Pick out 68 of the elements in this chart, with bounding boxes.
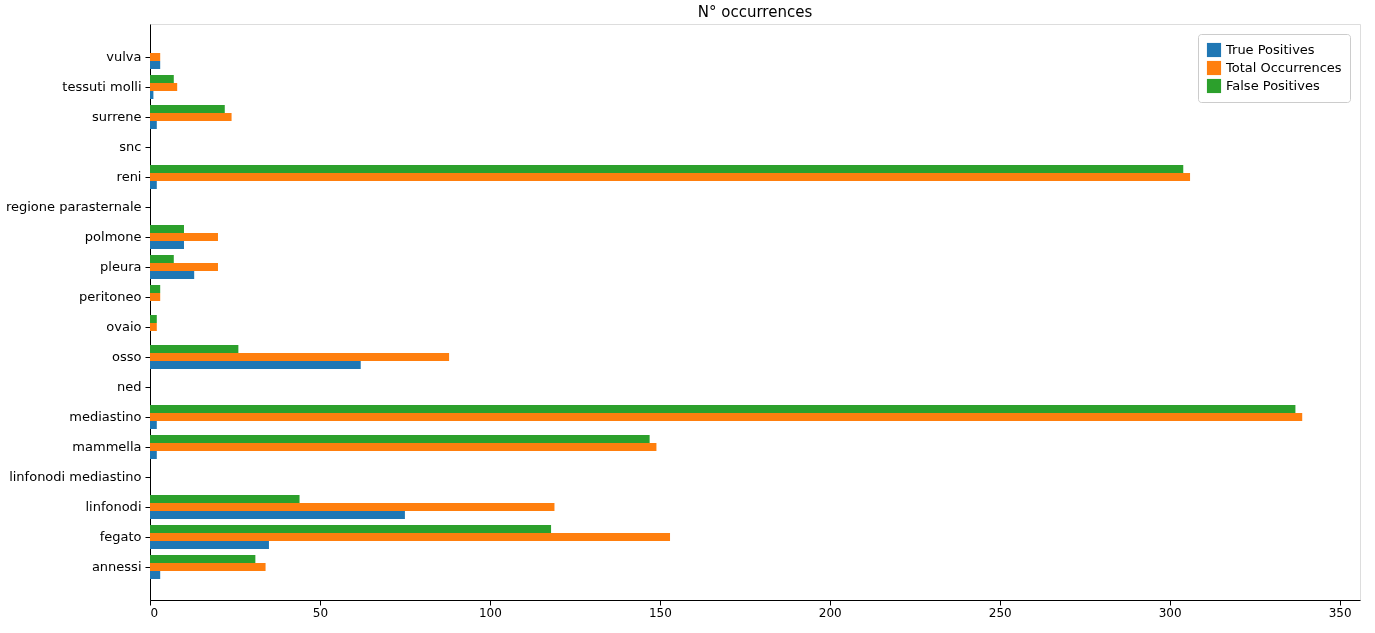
bar [150, 525, 552, 533]
y-tick-label: mammella [72, 439, 142, 454]
y-tick-label: fegato [99, 529, 142, 544]
bar [150, 495, 300, 503]
bar [150, 443, 657, 451]
bar [150, 293, 161, 301]
y-tick-label: polmone [84, 229, 142, 244]
bar [150, 555, 256, 563]
y-tick-label: ned [117, 379, 142, 394]
x-tick-label: 300 [1158, 605, 1182, 620]
bar [150, 255, 174, 263]
bar [150, 263, 218, 271]
bar [150, 541, 269, 549]
y-tick-label: linfonodi [85, 499, 142, 514]
bar [150, 83, 178, 91]
bar [150, 451, 157, 459]
bar [150, 61, 161, 69]
y-tick-label: vulva [106, 49, 142, 64]
x-tick-label: 150 [648, 605, 672, 620]
y-tick-label: peritoneo [79, 289, 142, 304]
chart-title: N° occurrences [697, 3, 813, 21]
bar [150, 75, 174, 83]
y-tick-label: pleura [100, 259, 142, 274]
y-tick-label: osso [112, 349, 142, 364]
legend-label: True Positives [1225, 42, 1315, 57]
bar [150, 533, 671, 541]
bar [150, 181, 157, 189]
bar [150, 405, 1296, 413]
bar [150, 571, 161, 579]
bar [150, 285, 161, 293]
bar [150, 345, 239, 353]
bar [150, 353, 450, 361]
bar [150, 113, 232, 121]
bar [150, 511, 405, 519]
bar [150, 165, 1184, 173]
x-tick-label: 200 [818, 605, 842, 620]
bar [150, 105, 225, 113]
bar [150, 413, 1303, 421]
legend-label: False Positives [1226, 78, 1320, 93]
y-tick-label: reni [116, 169, 142, 184]
bar [150, 503, 555, 511]
bar [150, 435, 650, 443]
bar [150, 323, 157, 331]
y-tick-label: snc [119, 139, 142, 154]
x-tick-label: 0 [150, 605, 159, 620]
y-tick-label: mediastino [69, 409, 142, 424]
y-tick-label: surrene [92, 109, 142, 124]
bar [150, 121, 157, 129]
y-tick-label: ovaio [106, 319, 142, 334]
y-tick-label: regione parasternale [5, 199, 142, 214]
bar [150, 271, 195, 279]
bar [150, 241, 184, 249]
x-tick-label: 350 [1328, 605, 1352, 620]
bar [150, 563, 266, 571]
bar [150, 315, 157, 323]
x-tick-label: 100 [478, 605, 502, 620]
bar [150, 225, 184, 233]
legend-label: Total Occurrences [1225, 60, 1342, 75]
x-tick-label: 50 [312, 605, 329, 620]
y-tick-label: linfonodi mediastino [9, 469, 142, 484]
y-tick-label: tessuti molli [62, 79, 142, 94]
bar [150, 233, 218, 241]
x-tick-label: 250 [988, 605, 1012, 620]
bar [150, 421, 157, 429]
bar [150, 53, 161, 61]
bar [150, 361, 361, 369]
bar [150, 173, 1191, 181]
y-tick-label: annessi [91, 559, 142, 574]
